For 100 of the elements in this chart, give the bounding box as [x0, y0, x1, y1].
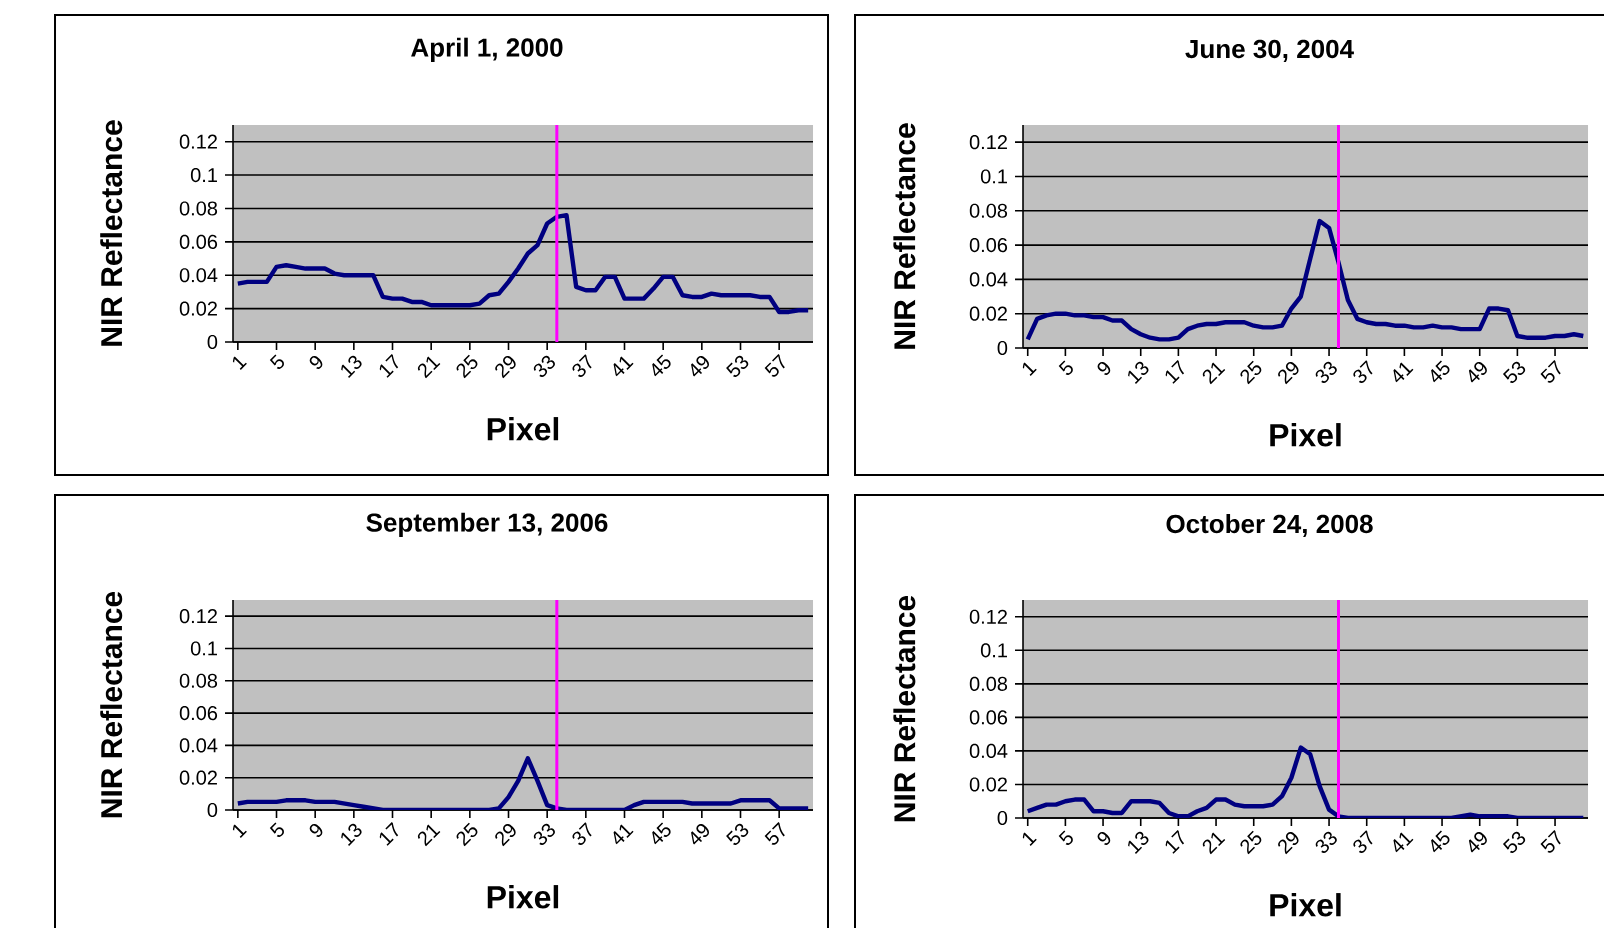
- x-tick-label: 21: [1202, 832, 1226, 855]
- x-tick-label: 57: [1540, 830, 1561, 853]
- y-tick-label: 0.12: [969, 135, 1007, 150]
- x-tick-label: 5: [1058, 830, 1073, 845]
- x-tick-label: 33: [533, 823, 555, 845]
- chart-title: October 24, 2008: [1166, 514, 1373, 537]
- x-tick-label: 53: [1502, 361, 1526, 383]
- x-tick-label: 9: [309, 824, 323, 837]
- y-tick-label: 0.08: [179, 201, 218, 216]
- x-tick-label: 17: [379, 354, 399, 378]
- x-tick-label: 17: [1165, 360, 1185, 384]
- x-tick-label: 13: [1128, 361, 1149, 384]
- chart-title: June 30, 2004: [1185, 39, 1354, 62]
- y-tick-label: 0.04: [969, 272, 1008, 287]
- x-tick-label: 41: [1393, 362, 1414, 383]
- y-axis-title: NIR Reflectance: [893, 123, 916, 349]
- x-tick-label: 37: [1353, 360, 1373, 383]
- x-tick-label: 49: [1468, 362, 1487, 383]
- y-tick-label: 0.02: [969, 306, 1007, 321]
- x-tick-label: 17: [379, 822, 399, 846]
- x-tick-label: 25: [456, 822, 478, 847]
- x-tick-label: 49: [691, 356, 709, 377]
- x-axis-title: Pixel: [487, 885, 559, 909]
- x-tick-label: 13: [1128, 831, 1149, 854]
- x-tick-label: 25: [456, 354, 478, 379]
- x-tick-label: 53: [1502, 831, 1526, 853]
- x-tick-label: 1: [1022, 832, 1037, 846]
- y-tick-label: 0: [207, 334, 218, 350]
- x-tick-label: 5: [269, 822, 284, 837]
- x-axis-title: Pixel: [1270, 893, 1341, 917]
- x-tick-label: 5: [1058, 360, 1073, 375]
- x-tick-label: 1: [232, 824, 247, 838]
- y-tick-label: 0: [997, 810, 1008, 826]
- x-tick-label: 45: [652, 354, 671, 377]
- x-tick-label: 33: [1315, 831, 1337, 853]
- x-tick-label: 21: [1202, 362, 1226, 385]
- y-tick-label: 0.04: [179, 738, 218, 753]
- x-tick-label: 49: [691, 824, 709, 845]
- x-tick-label: 13: [341, 355, 362, 378]
- y-tick-label: 0.12: [179, 134, 217, 149]
- x-tick-label: 29: [495, 824, 516, 847]
- x-tick-label: 9: [1097, 832, 1111, 845]
- x-tick-label: 29: [1278, 832, 1299, 855]
- x-tick-label: 45: [1431, 830, 1450, 853]
- x-tick-label: 57: [764, 822, 785, 845]
- y-tick-label: 0.08: [179, 673, 218, 688]
- y-axis-title: NIR Reflectance: [100, 120, 123, 346]
- x-tick-label: 25: [1240, 830, 1262, 855]
- x-tick-label: 53: [726, 355, 749, 377]
- x-tick-label: 53: [726, 823, 749, 845]
- y-tick-label: 0.12: [179, 609, 217, 624]
- x-tick-label: 5: [269, 354, 284, 369]
- x-tick-label: 37: [572, 822, 592, 845]
- y-tick-label: 0.1: [980, 169, 1007, 184]
- chart-title: September 13, 2006: [366, 512, 608, 537]
- y-tick-label: 0.1: [190, 168, 217, 183]
- x-tick-label: 1: [1022, 362, 1037, 376]
- y-tick-label: 0.06: [969, 238, 1008, 253]
- x-tick-label: 41: [613, 824, 634, 845]
- y-tick-label: 0: [207, 802, 218, 818]
- y-tick-label: 0.1: [980, 643, 1007, 658]
- y-tick-label: 0.12: [969, 609, 1007, 624]
- y-tick-label: 0: [997, 340, 1008, 356]
- y-tick-label: 0.1: [190, 641, 217, 656]
- y-tick-label: 0.02: [179, 770, 217, 785]
- x-tick-label: 33: [1315, 361, 1337, 383]
- y-axis-title: NIR Reflectance: [100, 591, 123, 818]
- x-tick-label: 21: [417, 356, 441, 379]
- x-tick-label: 41: [1393, 832, 1414, 853]
- x-tick-label: 49: [1468, 832, 1487, 853]
- y-tick-label: 0.06: [179, 234, 218, 249]
- x-tick-label: 37: [1353, 830, 1373, 853]
- x-tick-label: 57: [764, 354, 785, 377]
- y-tick-label: 0.02: [179, 301, 217, 316]
- x-axis-title: Pixel: [1270, 423, 1341, 447]
- x-tick-label: 9: [1097, 362, 1111, 375]
- x-tick-label: 9: [309, 356, 323, 369]
- x-tick-label: 1: [232, 356, 247, 370]
- y-tick-label: 0.06: [969, 710, 1008, 725]
- chart-title: April 1, 2000: [411, 37, 563, 62]
- x-tick-label: 37: [572, 354, 592, 377]
- x-axis-title: Pixel: [487, 417, 559, 441]
- y-tick-label: 0.04: [969, 743, 1008, 758]
- x-tick-label: 45: [652, 822, 671, 845]
- x-tick-label: 33: [533, 355, 555, 377]
- y-tick-label: 0.08: [969, 203, 1008, 218]
- x-tick-label: 41: [613, 356, 634, 377]
- x-tick-label: 29: [1278, 362, 1299, 385]
- x-tick-label: 57: [1540, 360, 1561, 383]
- y-tick-label: 0.02: [969, 777, 1007, 792]
- y-tick-label: 0.08: [969, 676, 1008, 691]
- x-tick-label: 17: [1165, 830, 1185, 854]
- x-tick-label: 29: [495, 356, 516, 379]
- y-tick-label: 0.04: [179, 268, 218, 283]
- x-tick-label: 13: [341, 823, 362, 846]
- y-tick-label: 0.06: [179, 706, 218, 721]
- y-axis-title: NIR Reflectance: [893, 595, 916, 822]
- x-tick-label: 25: [1240, 360, 1262, 385]
- x-tick-label: 45: [1431, 360, 1450, 383]
- x-tick-label: 21: [417, 824, 441, 847]
